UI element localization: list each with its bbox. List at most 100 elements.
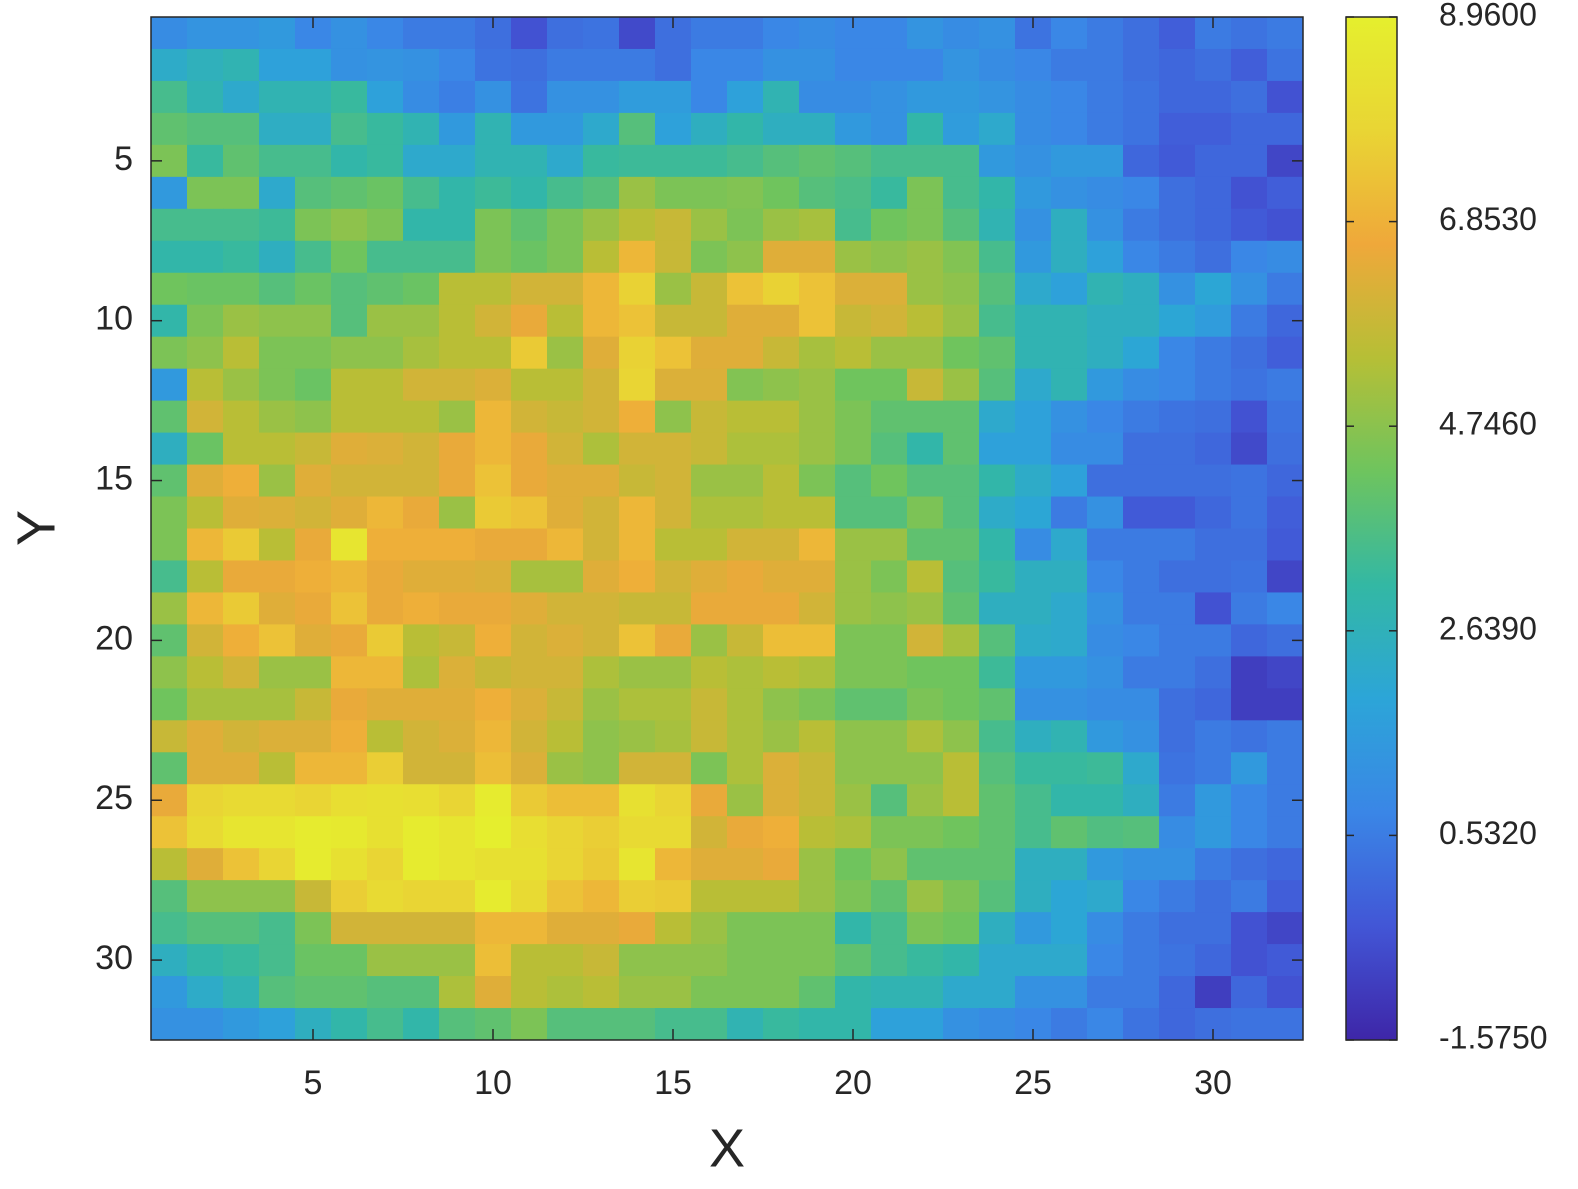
- heatmap-cell: [367, 176, 404, 210]
- y-tick-label: 20: [95, 619, 133, 657]
- heatmap-cell: [1015, 592, 1052, 625]
- heatmap-cell: [583, 272, 620, 306]
- heatmap-cell: [1159, 752, 1196, 785]
- heatmap-cell: [475, 944, 512, 977]
- heatmap-cell: [1123, 336, 1160, 370]
- heatmap-cell: [1051, 208, 1088, 242]
- heatmap-cell: [907, 624, 944, 657]
- heatmap-cell: [619, 17, 656, 50]
- heatmap-cell: [151, 752, 188, 785]
- colorbar-tick-label: 8.9600: [1439, 0, 1537, 32]
- heatmap-cell: [295, 624, 332, 657]
- heatmap-cell: [763, 880, 800, 913]
- heatmap-cell: [259, 592, 296, 625]
- heatmap-cell: [511, 592, 548, 625]
- heatmap-cell: [1015, 880, 1052, 913]
- heatmap-cell: [259, 944, 296, 977]
- heatmap-cell: [1195, 208, 1232, 242]
- heatmap-cell: [763, 784, 800, 817]
- heatmap-cell: [1123, 848, 1160, 881]
- heatmap-cell: [547, 560, 584, 593]
- heatmap-cell: [979, 848, 1016, 881]
- heatmap-cell: [583, 48, 620, 82]
- heatmap-cell: [1195, 272, 1232, 306]
- x-tick-label: 25: [1014, 1064, 1052, 1102]
- heatmap-cell: [691, 80, 728, 114]
- heatmap-cell: [763, 336, 800, 370]
- heatmap-cell: [943, 656, 980, 689]
- heatmap-cell: [547, 592, 584, 625]
- heatmap-cell: [727, 80, 764, 114]
- heatmap-cell: [1123, 592, 1160, 625]
- heatmap-cell: [799, 368, 836, 402]
- heatmap-cell: [1051, 688, 1088, 721]
- heatmap-cell: [511, 400, 548, 434]
- heatmap-cell: [835, 112, 872, 146]
- heatmap-cell: [223, 176, 260, 210]
- heatmap-cell: [655, 368, 692, 402]
- heatmap-cell: [1087, 784, 1124, 817]
- heatmap-cell: [295, 80, 332, 114]
- heatmap-cell: [655, 112, 692, 146]
- heatmap-cell: [871, 17, 908, 50]
- heatmap-cell: [907, 368, 944, 402]
- heatmap-cell: [331, 592, 368, 625]
- heatmap-cell: [187, 528, 224, 561]
- heatmap-cell: [1231, 400, 1268, 434]
- heatmap-cell: [943, 912, 980, 945]
- heatmap-cell: [151, 176, 188, 210]
- heatmap-cell: [799, 176, 836, 210]
- heatmap-cell: [907, 720, 944, 753]
- heatmap-cell: [403, 80, 440, 114]
- heatmap-cell: [475, 656, 512, 689]
- heatmap-cell: [295, 816, 332, 849]
- heatmap-cell: [691, 848, 728, 881]
- heatmap-cell: [403, 304, 440, 338]
- heatmap-cell: [1231, 560, 1268, 593]
- heatmap-cell: [403, 208, 440, 242]
- heatmap-cell: [439, 400, 476, 434]
- heatmap-cell: [979, 624, 1016, 657]
- heatmap-cell: [1123, 624, 1160, 657]
- heatmap-cell: [1123, 1008, 1160, 1041]
- heatmap-cell: [979, 208, 1016, 242]
- heatmap-cell: [655, 240, 692, 274]
- heatmap-cell: [655, 784, 692, 817]
- heatmap-cell: [295, 528, 332, 561]
- heatmap-cell: [1159, 784, 1196, 817]
- heatmap-cell: [259, 912, 296, 945]
- heatmap-cell: [691, 48, 728, 82]
- heatmap-cell: [799, 752, 836, 785]
- heatmap-cell: [403, 592, 440, 625]
- heatmap-cell: [331, 496, 368, 529]
- heatmap-cell: [367, 208, 404, 242]
- heatmap-cell: [1231, 784, 1268, 817]
- heatmap-cell: [547, 528, 584, 561]
- heatmap-cell: [223, 368, 260, 402]
- heatmap-cell: [943, 48, 980, 82]
- heatmap-cell: [187, 400, 224, 434]
- heatmap-cell: [1123, 144, 1160, 178]
- heatmap-cell: [871, 1008, 908, 1041]
- heatmap-cell: [655, 592, 692, 625]
- heatmap-cell: [655, 720, 692, 753]
- heatmap-cell: [439, 112, 476, 146]
- heatmap-cell: [763, 560, 800, 593]
- heatmap-cell: [403, 624, 440, 657]
- heatmap-cell: [763, 368, 800, 402]
- heatmap-cell: [583, 304, 620, 338]
- heatmap-cell: [583, 560, 620, 593]
- heatmap-cell: [367, 464, 404, 498]
- heatmap-cell: [619, 560, 656, 593]
- heatmap-cell: [799, 48, 836, 82]
- heatmap-cell: [187, 656, 224, 689]
- heatmap-cell: [367, 624, 404, 657]
- heatmap-cell: [331, 432, 368, 466]
- heatmap-cell: [475, 272, 512, 306]
- heatmap-cell: [547, 688, 584, 721]
- heatmap-cell: [331, 112, 368, 146]
- heatmap-cell: [871, 400, 908, 434]
- heatmap-cell: [727, 944, 764, 977]
- heatmap-cell: [1123, 400, 1160, 434]
